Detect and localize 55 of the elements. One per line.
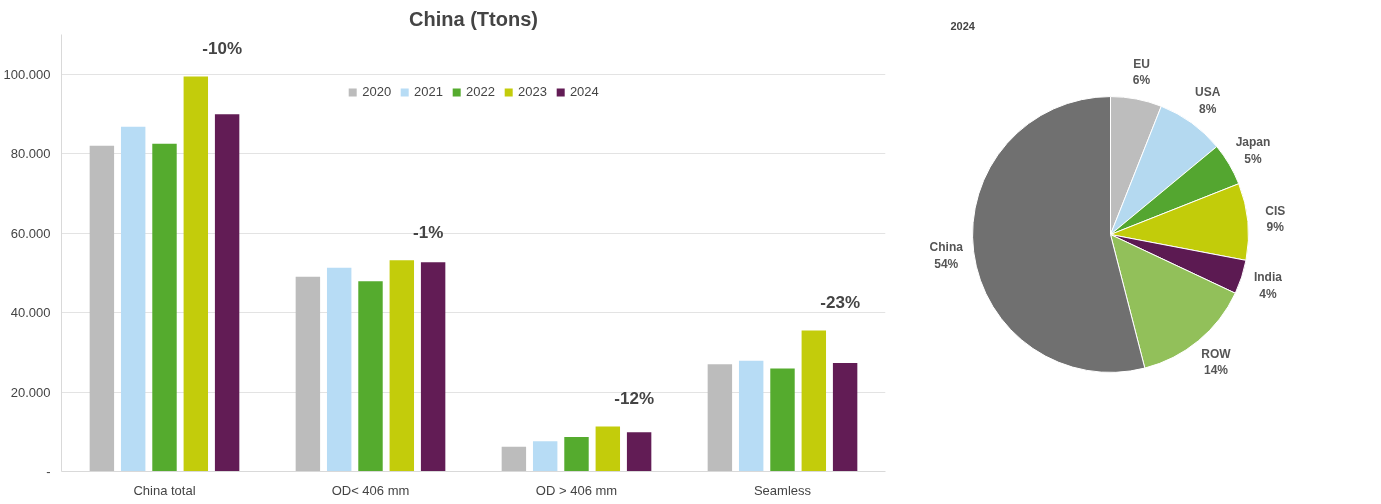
bar: [326, 267, 352, 472]
data-label: 5%: [1244, 151, 1262, 166]
bar: [389, 260, 415, 472]
x-tick-label: OD > 406 mm: [535, 482, 618, 498]
y-tick-label: 80.000: [10, 146, 51, 162]
slice-label: CIS: [1265, 203, 1286, 218]
legend-label: 2021: [414, 84, 444, 99]
bar: [770, 368, 795, 472]
data-label: 8%: [1199, 101, 1217, 116]
data-label: 9%: [1266, 220, 1285, 235]
legend-label: 2024: [569, 84, 599, 99]
y-tick-label: 100.000: [3, 66, 51, 82]
y-tick-label: 60.000: [10, 225, 51, 241]
slice-label: India: [1253, 270, 1283, 285]
legend-label: 2020: [362, 84, 392, 99]
slice-label: Japan: [1235, 134, 1271, 149]
bar: [532, 441, 558, 472]
slice-label: USA: [1195, 85, 1221, 100]
bar: [801, 330, 827, 472]
data-label: 4%: [1259, 287, 1277, 302]
bar: [358, 281, 383, 472]
y-tick-label: 20.000: [10, 384, 51, 400]
slice-label: EU: [1133, 56, 1150, 71]
bar: [295, 276, 321, 472]
bar: [183, 76, 209, 472]
data-label: 54%: [934, 256, 959, 271]
legend-label: 2023: [517, 84, 547, 99]
bar: [89, 145, 115, 472]
bar: [832, 363, 858, 472]
annotation: -23%: [820, 292, 861, 312]
annotation: -10%: [202, 39, 243, 59]
slice-label: ROW: [1201, 346, 1232, 361]
bar: [214, 114, 240, 472]
bar: [120, 126, 146, 472]
chart-title: China (Ttons): [409, 7, 538, 30]
chart-title: 2024: [950, 19, 976, 32]
bar: [707, 364, 733, 472]
annotation: -12%: [614, 389, 655, 409]
bar: [626, 432, 652, 472]
bar: [738, 360, 764, 472]
x-tick-label: Seamless: [753, 482, 812, 498]
bar: [501, 446, 527, 472]
bar: [152, 143, 177, 472]
data-label: 14%: [1204, 363, 1229, 378]
x-tick-label: China total: [133, 482, 196, 498]
legend-label: 2022: [466, 84, 495, 99]
x-tick-label: OD< 406 mm: [331, 482, 410, 498]
annotation: -1%: [413, 222, 444, 242]
data-label: 6%: [1132, 73, 1151, 88]
y-tick-label: -: [46, 464, 51, 479]
bar: [420, 262, 446, 472]
bar: [595, 426, 621, 472]
bar: [564, 436, 589, 472]
y-tick-label: 40.000: [10, 305, 51, 321]
slice-label: China: [929, 239, 964, 254]
